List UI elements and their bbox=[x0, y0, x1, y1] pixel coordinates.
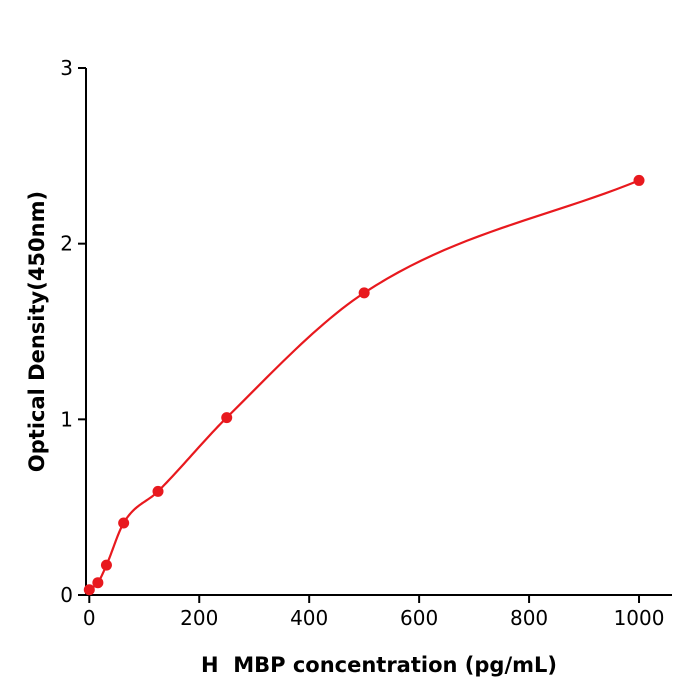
data-point bbox=[100, 559, 112, 571]
x-tick-label: 1000 bbox=[614, 606, 665, 630]
data-point bbox=[83, 584, 95, 596]
y-tick-label: 0 bbox=[60, 583, 73, 607]
y-axis-ticks: 0 1 2 3 bbox=[60, 56, 86, 607]
axes bbox=[85, 68, 672, 596]
data-point bbox=[221, 412, 233, 424]
y-tick-label: 3 bbox=[60, 56, 73, 80]
x-tick-label: 0 bbox=[83, 606, 96, 630]
x-axis-ticks: 0 200 400 600 800 1000 bbox=[83, 595, 665, 630]
data-points bbox=[83, 174, 645, 596]
y-tick-label: 2 bbox=[60, 232, 73, 256]
data-point bbox=[152, 485, 164, 497]
y-tick-label: 1 bbox=[60, 407, 73, 431]
x-tick-label: 600 bbox=[400, 606, 438, 630]
x-tick-label: 800 bbox=[510, 606, 548, 630]
data-point bbox=[92, 577, 104, 589]
x-tick-label: 200 bbox=[180, 606, 218, 630]
data-point bbox=[633, 174, 645, 186]
x-tick-label: 400 bbox=[290, 606, 328, 630]
fit-curve bbox=[88, 179, 640, 591]
x-axis-title: H MBP concentration (pg/mL) bbox=[201, 653, 557, 677]
data-point bbox=[118, 517, 130, 529]
y-axis-title: Optical Density(450nm) bbox=[25, 191, 49, 472]
data-point bbox=[358, 287, 370, 299]
